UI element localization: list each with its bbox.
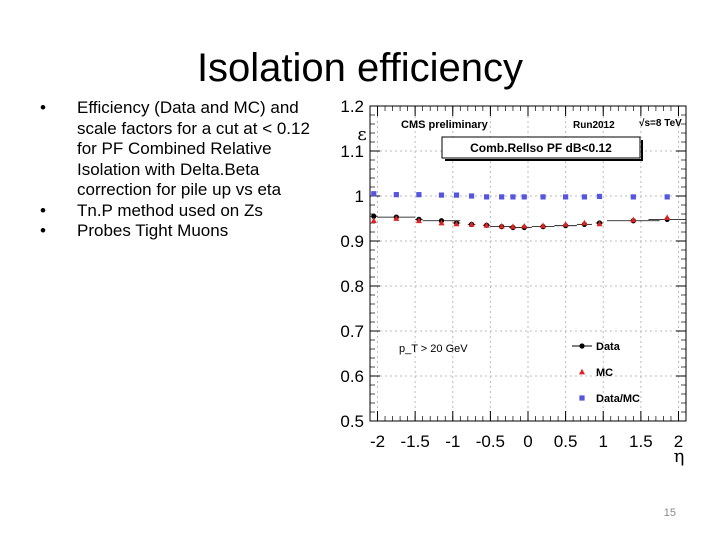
pt-cut-label: p_T > 20 GeV xyxy=(399,343,468,355)
bullet-dot: • xyxy=(40,221,46,240)
x-axis-label: η xyxy=(674,446,685,467)
mc-point xyxy=(562,221,569,227)
data-mc-point xyxy=(563,194,569,200)
data-mc-point xyxy=(630,194,636,200)
y-tick-label: 1.2 xyxy=(340,100,364,116)
data-mc-point xyxy=(453,192,460,198)
bullet-text: Tn.P method used on Zs xyxy=(77,200,263,220)
mc-point xyxy=(415,217,422,224)
bullet-item: • Tn.P method used on Zs xyxy=(40,201,312,222)
energy-label: √s=8 TeV xyxy=(639,118,682,129)
data-mc-point xyxy=(438,192,445,198)
bullet-text: Probes Tight Muons xyxy=(77,221,229,240)
y-tick-label: 0.9 xyxy=(340,232,364,251)
bullet-dot: • xyxy=(40,200,46,220)
run-label: Run2012 xyxy=(573,120,615,131)
efficiency-chart: -2 -1.5 -1 -0.5 0 0.5 1 1.5 2 0.5 0.6 0.7 0.8 0.9 1 1.1… xyxy=(325,100,700,475)
y-tick-label: 1.1 xyxy=(340,142,364,161)
x-tick-label: 1 xyxy=(599,432,608,451)
mc-point xyxy=(596,220,603,227)
mc-point xyxy=(393,215,400,221)
data-mc-point xyxy=(468,193,475,199)
legend-label-mc: MC xyxy=(596,367,613,379)
legend-label-data-mc: Data/MC xyxy=(596,393,640,405)
y-tick-label: 0.7 xyxy=(340,322,364,341)
bullet-dot: • xyxy=(40,98,46,117)
x-tick-label: 1.5 xyxy=(629,432,653,451)
data-mc-point xyxy=(499,194,505,200)
mc-point xyxy=(370,217,377,224)
mc-point xyxy=(581,219,588,226)
legend-marker-mc xyxy=(579,368,585,375)
data-mc-point xyxy=(484,194,490,200)
mc-point xyxy=(630,216,637,223)
bullet-list: • Efficiency (Data and MC) and scale fact… xyxy=(40,98,312,242)
y-tick-label: 0.8 xyxy=(340,277,364,296)
chart-background xyxy=(325,100,700,475)
legend-label-data: Data xyxy=(596,341,621,353)
x-tick-label: -0.5 xyxy=(476,432,505,451)
data-mc-point xyxy=(581,194,588,200)
y-tick-label: 1 xyxy=(355,187,364,206)
x-tick-label: -1.5 xyxy=(400,432,429,451)
data-mc-point xyxy=(371,191,377,197)
mc-point xyxy=(453,220,460,227)
data-point xyxy=(371,213,377,219)
x-tick-label: 2 xyxy=(674,432,683,451)
legend-marker-data-mc xyxy=(579,395,585,401)
x-tick-label: -1 xyxy=(445,432,460,451)
data-mc-point xyxy=(521,194,527,200)
mc-point xyxy=(438,219,445,226)
page-number: 15 xyxy=(663,507,676,519)
y-axis-label: ε xyxy=(357,124,366,145)
mc-point xyxy=(483,222,490,228)
mc-point xyxy=(540,222,547,229)
legend-marker-data xyxy=(579,343,585,349)
mc-point xyxy=(521,222,528,229)
bullet-item: • Probes Tight Muons xyxy=(40,221,312,242)
x-tick-label: 0 xyxy=(523,432,532,451)
bullet-text: Efficiency (Data and MC) and scale facto… xyxy=(77,98,310,199)
selection-box xyxy=(441,136,641,159)
mc-point xyxy=(468,221,475,227)
data-mc-point xyxy=(664,194,670,200)
y-tick-label: 0.5 xyxy=(340,412,364,431)
x-tick-label: 0.5 xyxy=(554,432,578,451)
mc-point xyxy=(509,223,516,229)
bullet-item: • Efficiency (Data and MC) and scale fact… xyxy=(40,98,312,201)
data-mc-point xyxy=(540,194,546,200)
mc-point xyxy=(664,214,671,220)
data-mc-point xyxy=(596,193,603,200)
mc-point xyxy=(498,222,505,229)
data-mc-point xyxy=(416,192,422,198)
data-mc-point xyxy=(510,194,516,200)
selection-label: Comb.RelIso PF dB<0.12 xyxy=(470,141,612,155)
y-tick-label: 0.6 xyxy=(340,367,364,386)
x-tick-label: -2 xyxy=(370,432,385,451)
data-mc-point xyxy=(393,192,399,198)
cms-label: CMS preliminary xyxy=(401,119,489,131)
slide-title: Isolation efficiency xyxy=(196,46,524,90)
